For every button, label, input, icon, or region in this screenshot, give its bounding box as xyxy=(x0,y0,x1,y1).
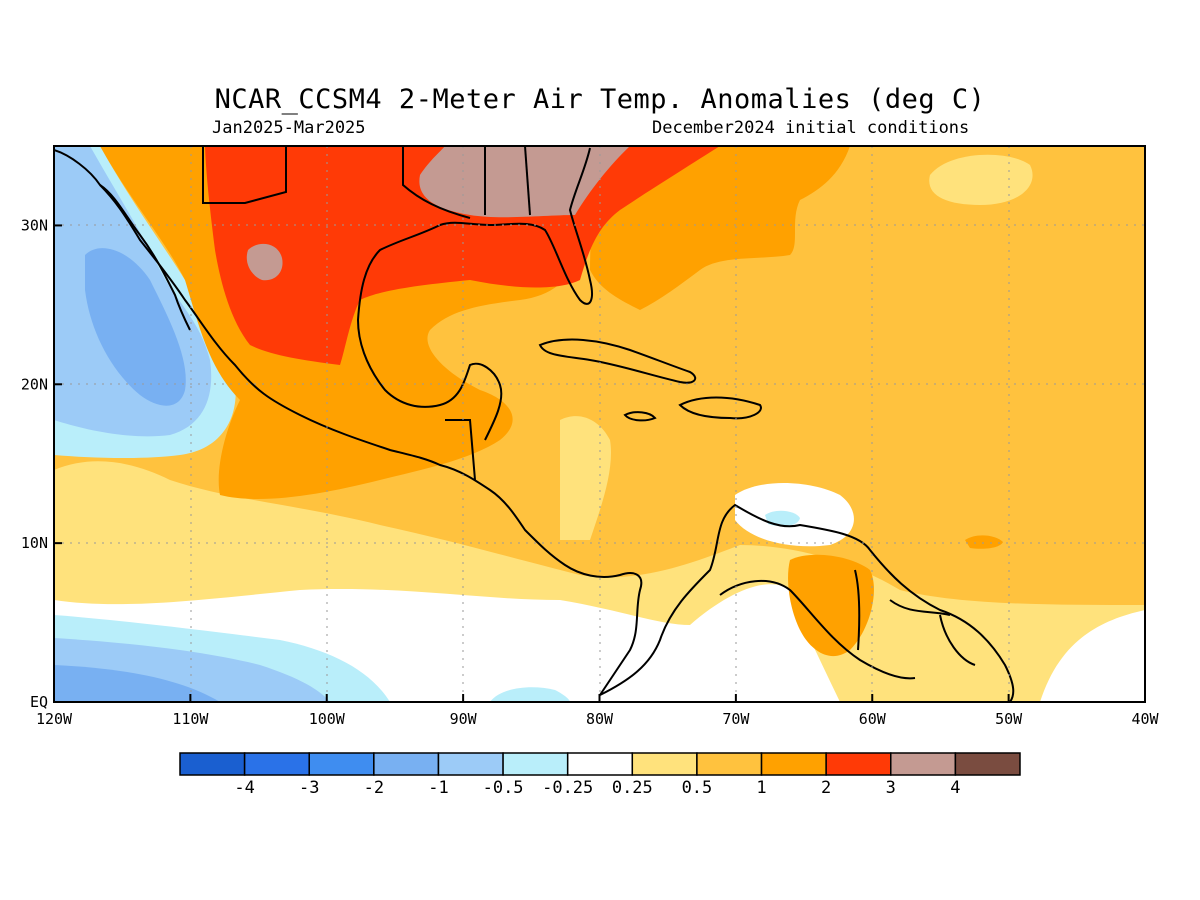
colorbar-swatch xyxy=(954,752,1021,776)
colorbar-swatch xyxy=(631,752,698,776)
colorbar-label: 0.5 xyxy=(682,778,713,798)
band-pos1-spot xyxy=(965,535,1003,549)
gridlines xyxy=(54,146,1145,702)
lon-tick-label: 110W xyxy=(172,710,209,728)
colorbar-swatch xyxy=(179,752,246,776)
lon-tick-label: 80W xyxy=(586,710,614,728)
band-pos1-sa xyxy=(788,554,874,657)
colorbar-swatch xyxy=(502,752,569,776)
colorbar-swatch xyxy=(437,752,504,776)
axis-ticks: 120W 110W 100W 90W 80W 70W 60W 50W 40W EQ 10N 20N 30… xyxy=(21,216,1160,728)
colorbar-label: 4 xyxy=(950,778,960,798)
band-pos2 xyxy=(205,146,720,365)
lon-tick-label: 90W xyxy=(450,710,478,728)
band-neg1 xyxy=(85,248,186,406)
band-neg025-caribbean xyxy=(765,510,800,527)
lat-tick-label: 30N xyxy=(21,216,48,234)
lat-tick-label: EQ xyxy=(30,693,48,711)
lat-tick-label: 10N xyxy=(21,534,48,552)
colorbar-label: 3 xyxy=(886,778,896,798)
colorbar-label: 2 xyxy=(821,778,831,798)
colorbar-swatch xyxy=(373,752,440,776)
band-pos025-atlantic xyxy=(929,154,1033,205)
lon-tick-label: 40W xyxy=(1131,710,1159,728)
lon-tick-label: 50W xyxy=(995,710,1023,728)
colorbar-label: -0.25 xyxy=(542,778,593,798)
colorbar-label: -3 xyxy=(299,778,319,798)
lon-tick-label: 60W xyxy=(859,710,887,728)
colorbar-swatch xyxy=(890,752,957,776)
colorbar-swatch xyxy=(696,752,763,776)
colorbar-label: -0.5 xyxy=(483,778,524,798)
lat-tick-label: 20N xyxy=(21,375,48,393)
colorbar-label: -2 xyxy=(364,778,384,798)
colorbar-label: -4 xyxy=(234,778,254,798)
colorbar-swatch xyxy=(243,752,310,776)
map-title: NCAR_CCSM4 2-Meter Air Temp. Anomalies (… xyxy=(214,84,986,115)
forecast-period: Jan2025-Mar2025 xyxy=(212,118,366,138)
lon-tick-label: 100W xyxy=(309,710,346,728)
band-neg025-south xyxy=(490,687,570,702)
band-pos3-mx xyxy=(246,243,283,281)
colorbar: -4 -3 -2 -1 -0.5 -0.25 0.25 0.5 1 2 3 4 xyxy=(179,752,1021,798)
initial-conditions: December2024 initial conditions xyxy=(652,118,970,138)
colorbar-label: 1 xyxy=(756,778,766,798)
band-pos3-se xyxy=(419,146,630,218)
colorbar-swatch xyxy=(308,752,375,776)
lon-tick-label: 120W xyxy=(36,710,73,728)
colorbar-swatch xyxy=(566,752,634,776)
band-neg1-sw xyxy=(54,665,220,702)
lon-tick-label: 70W xyxy=(722,710,750,728)
colorbar-swatch xyxy=(825,752,892,776)
colorbar-swatch xyxy=(760,752,827,776)
band-zero-east xyxy=(1040,610,1145,702)
band-pos025-caribbean xyxy=(560,416,611,540)
colorbar-label: -1 xyxy=(428,778,448,798)
anomaly-field xyxy=(54,146,1145,702)
colorbar-label: 0.25 xyxy=(612,778,653,798)
coastlines xyxy=(54,146,1015,702)
